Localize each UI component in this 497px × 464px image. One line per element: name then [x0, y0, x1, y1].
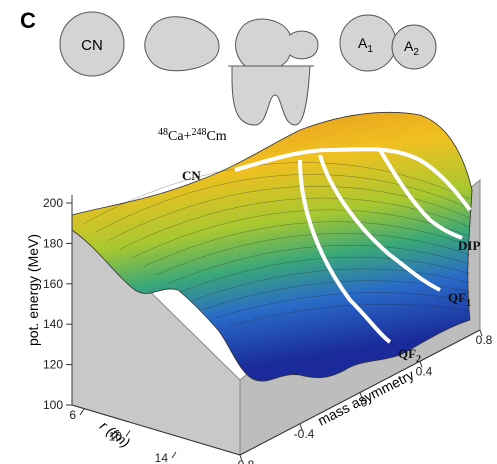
- fragment-2: [391, 24, 437, 70]
- r-tick: [79, 408, 85, 416]
- mass-tick: [479, 329, 483, 337]
- mesh-line: [131, 209, 471, 259]
- mass-tick-label: -0.8: [234, 458, 255, 464]
- cn-shape: [59, 11, 125, 77]
- energy-tick-label: 180: [43, 236, 63, 250]
- mesh-line: [167, 245, 471, 284]
- r-tick-label: 10: [109, 430, 123, 444]
- mesh-line: [95, 174, 471, 233]
- cn-path-label: CN: [182, 168, 201, 183]
- mass-tick-label: -0.4: [294, 427, 315, 441]
- energy-tick-label: 120: [43, 358, 63, 372]
- mesh-line: [143, 221, 471, 267]
- energy-surface: [71, 111, 473, 382]
- energy-tick-label: 100: [43, 398, 63, 412]
- panel-label: C: [20, 8, 36, 33]
- r-axis: [71, 404, 241, 456]
- mesh-line: [215, 292, 471, 319]
- mesh-line: [119, 197, 471, 250]
- potential-well: [231, 65, 311, 126]
- r-tick: [171, 451, 177, 459]
- mesh-line: [227, 304, 471, 327]
- fragment-1-label: A1: [358, 35, 373, 55]
- mass-tick-label: 0.8: [476, 333, 493, 347]
- mass-tick: [299, 423, 303, 430]
- mass-tick: [239, 454, 243, 462]
- cn-shape-label: CN: [81, 37, 103, 54]
- mesh-line: [179, 256, 471, 293]
- qf2-label: QF2: [398, 346, 421, 365]
- pear-shape: [144, 16, 220, 72]
- qf1-label: QF1: [448, 290, 471, 309]
- reaction: 48Ca+248Cm: [158, 127, 227, 144]
- r-tick-label: 14: [155, 451, 169, 464]
- r-tick-label: 6: [69, 408, 76, 422]
- dip-label: DIP: [458, 238, 480, 253]
- energy-tick-label: 160: [43, 277, 63, 291]
- energy-tick-label: 200: [43, 196, 63, 210]
- fragment-1: [339, 14, 397, 72]
- mass-tick-label: 0.4: [416, 364, 433, 378]
- mass-tick: [359, 392, 363, 399]
- energy-tick-label: 140: [43, 317, 63, 331]
- reaction-paths: [234, 147, 472, 344]
- fragment-2-label: A2: [404, 38, 419, 58]
- r-tick: [125, 430, 131, 437]
- mesh-line: [155, 233, 471, 276]
- dumbbell-shape: [235, 18, 319, 72]
- energy-axis-title: pot. energy (MeV): [25, 234, 41, 346]
- mesh-line: [191, 268, 471, 301]
- mass-tick-label: 0: [361, 396, 368, 410]
- mass-tick: [419, 361, 423, 368]
